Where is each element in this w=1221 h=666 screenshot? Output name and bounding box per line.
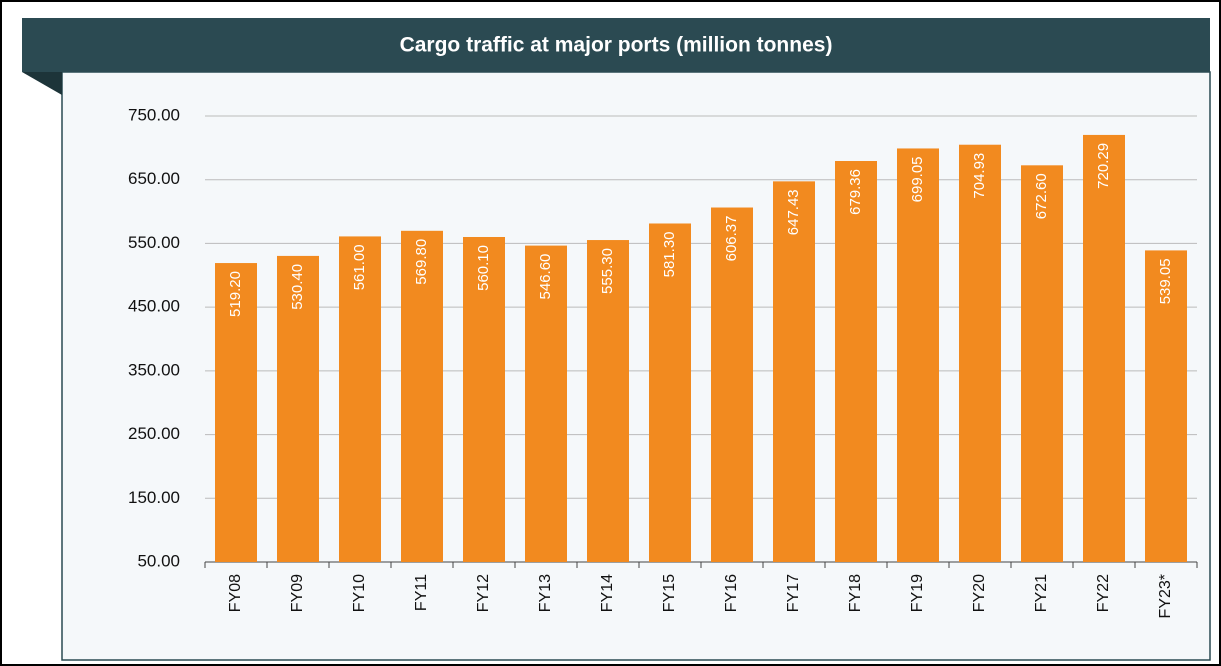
y-tick-label: 350.00 (128, 360, 180, 379)
fold (22, 72, 62, 95)
x-tick-label: FY17 (785, 574, 802, 612)
bar (463, 236, 505, 563)
value-label: 561.00 (351, 244, 368, 290)
bar (525, 245, 567, 563)
value-label: 679.36 (847, 169, 864, 215)
x-tick-label: FY20 (971, 574, 988, 612)
value-label: 606.37 (723, 216, 740, 262)
value-label: 647.43 (785, 189, 802, 235)
bar (959, 144, 1001, 562)
y-tick-label: 450.00 (128, 297, 180, 316)
y-tick-label: 250.00 (128, 424, 180, 443)
value-label: 672.60 (1033, 173, 1050, 219)
value-label: 720.29 (1095, 143, 1112, 189)
x-tick-label: FY14 (599, 574, 616, 612)
bar (835, 161, 877, 563)
bar (587, 240, 629, 563)
bar (339, 236, 381, 563)
x-tick-label: FY23* (1157, 574, 1174, 618)
x-tick-label: FY13 (537, 574, 554, 612)
bar (897, 148, 939, 562)
x-tick-label: FY08 (227, 574, 244, 612)
value-label: 530.40 (289, 264, 306, 310)
x-tick-label: FY11 (413, 574, 430, 611)
y-tick-label: 550.00 (128, 233, 180, 252)
value-label: 560.10 (475, 245, 492, 291)
value-label: 699.05 (909, 156, 926, 202)
bar (773, 181, 815, 562)
bar (1145, 250, 1187, 563)
bar (649, 223, 691, 562)
x-tick-label: FY19 (909, 574, 926, 612)
y-tick-label: 750.00 (128, 105, 180, 124)
bar (711, 207, 753, 563)
bar (1021, 165, 1063, 562)
y-tick-label: 50.00 (137, 551, 180, 570)
x-tick-label: FY18 (847, 574, 864, 612)
bar (1083, 134, 1125, 563)
x-tick-label: FY12 (475, 574, 492, 612)
x-tick-label: FY22 (1095, 574, 1112, 612)
bar (401, 230, 443, 562)
chart-title: Cargo traffic at major ports (million to… (400, 34, 833, 57)
title-band (22, 18, 1210, 72)
x-tick-label: FY15 (661, 574, 678, 612)
value-label: 546.60 (537, 254, 554, 300)
x-tick-label: FY21 (1033, 574, 1050, 612)
value-label: 555.30 (599, 248, 616, 294)
x-tick-label: FY16 (723, 574, 740, 612)
value-label: 569.80 (413, 239, 430, 285)
y-tick-label: 150.00 (128, 488, 180, 507)
bar (215, 263, 257, 562)
value-label: 581.30 (661, 231, 678, 277)
bar (277, 255, 319, 562)
value-label: 519.20 (227, 271, 244, 317)
x-tick-label: FY09 (289, 574, 306, 612)
value-label: 704.93 (971, 153, 988, 199)
x-tick-label: FY10 (351, 574, 368, 612)
value-label: 539.05 (1157, 258, 1174, 304)
y-tick-label: 650.00 (128, 169, 180, 188)
